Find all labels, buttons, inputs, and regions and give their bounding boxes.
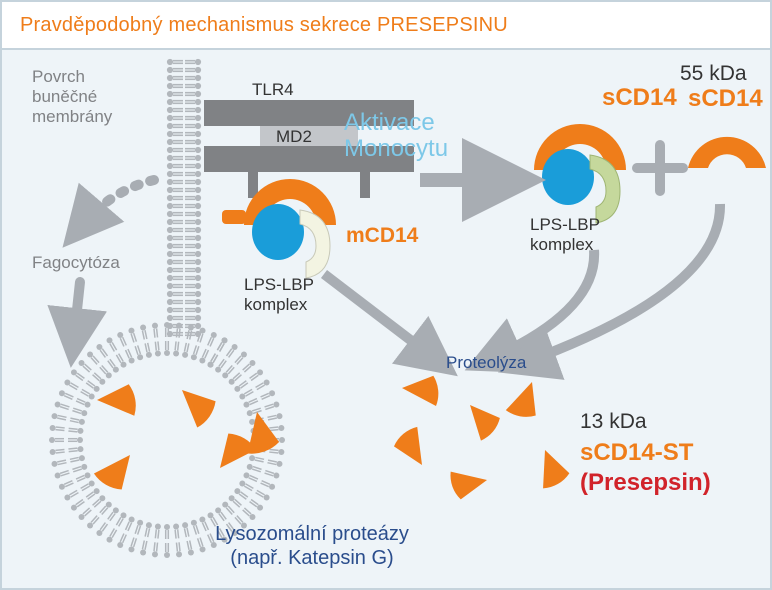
plus-icon	[637, 145, 683, 191]
svg-text:MD2: MD2	[276, 127, 312, 146]
mcd14-complex	[222, 179, 336, 278]
svg-text:Aktivace: Aktivace	[344, 109, 435, 136]
svg-text:Fagocytóza: Fagocytóza	[32, 253, 120, 272]
diagram-title: Pravděpodobný mechanismus sekrece PRESEP…	[20, 14, 508, 37]
svg-text:sCD14-ST: sCD14-ST	[580, 439, 694, 466]
svg-text:(např. Katepsin G): (např. Katepsin G)	[230, 547, 393, 569]
scd14-complex	[534, 124, 626, 223]
svg-text:55 kDa: 55 kDa	[680, 62, 747, 85]
svg-text:Povrch: Povrch	[32, 67, 85, 86]
svg-text:sCD14: sCD14	[688, 85, 763, 112]
svg-text:komplex: komplex	[530, 235, 594, 254]
diagram-canvas: Povrch buněčné membrány TLR4 MD2 Aktivac…	[2, 50, 770, 590]
title-bar: Pravděpodobný mechanismus sekrece PRESEP…	[2, 2, 770, 50]
svg-text:Lysozomální proteázy: Lysozomální proteázy	[215, 523, 409, 545]
svg-text:(Presepsin): (Presepsin)	[580, 469, 711, 496]
svg-text:sCD14: sCD14	[602, 84, 677, 111]
svg-text:13 kDa: 13 kDa	[580, 410, 647, 433]
labels: Povrch buněčné membrány TLR4 MD2 Aktivac…	[32, 62, 763, 569]
svg-text:LPS-LBP: LPS-LBP	[530, 215, 600, 234]
svg-text:membrány: membrány	[32, 107, 113, 126]
svg-text:Proteolýza: Proteolýza	[446, 353, 527, 372]
scd14-arc	[688, 137, 766, 168]
svg-text:Monocytu: Monocytu	[344, 135, 448, 162]
svg-text:TLR4: TLR4	[252, 80, 294, 99]
diagram-frame: Pravděpodobný mechanismus sekrece PRESEP…	[0, 0, 772, 590]
svg-text:LPS-LBP: LPS-LBP	[244, 275, 314, 294]
svg-text:mCD14: mCD14	[346, 224, 419, 247]
fragments	[92, 375, 571, 500]
svg-text:komplex: komplex	[244, 295, 308, 314]
svg-text:buněčné: buněčné	[32, 87, 97, 106]
